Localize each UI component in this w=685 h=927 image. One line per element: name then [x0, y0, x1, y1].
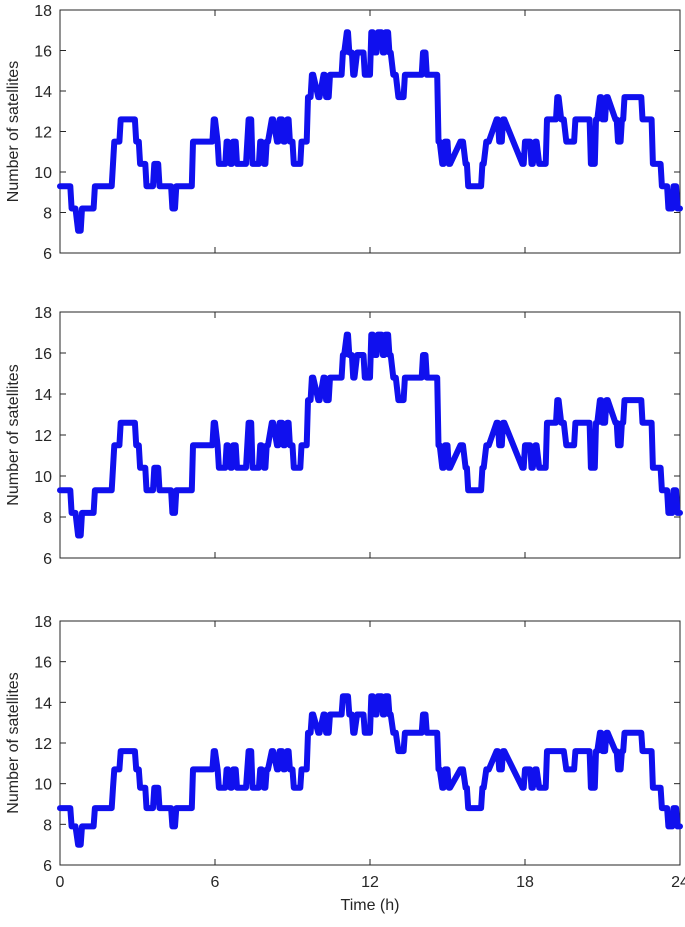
x-tick-label: 6 [211, 874, 220, 891]
y-axis-label: Number of satellites [5, 672, 22, 813]
y-tick-label: 10 [34, 165, 52, 182]
y-tick-label: 18 [34, 305, 52, 322]
y-tick-label: 16 [34, 346, 52, 363]
y-tick-label: 8 [43, 510, 52, 527]
y-tick-label: 6 [43, 858, 52, 875]
y-tick-label: 18 [34, 3, 52, 20]
plot-frame [59, 620, 681, 866]
y-tick-label: 12 [34, 428, 52, 445]
x-tick-label: 0 [56, 874, 65, 891]
y-tick-label: 10 [34, 777, 52, 794]
x-axis-label: Time (h) [341, 897, 400, 914]
y-tick-label: 18 [34, 614, 52, 631]
chart-panel-2: 6 8 10 12 14 16 18 Number of satellites [5, 305, 683, 568]
series-line-1 [57, 29, 683, 234]
y-tick-label: 6 [43, 246, 52, 263]
series-line-1 [57, 693, 683, 848]
x-tick-label: 24 [671, 874, 685, 891]
y-axis-label: Number of satellites [5, 61, 22, 202]
y-tick-label: 14 [34, 387, 52, 404]
y-tick-label: 16 [34, 44, 52, 61]
y-tick-label: 14 [34, 695, 52, 712]
series-line-1 [57, 331, 683, 539]
y-tick-label: 12 [34, 736, 52, 753]
y-tick-label: 12 [34, 125, 52, 142]
y-tick-label: 10 [34, 469, 52, 486]
y-axis-label: Number of satellites [5, 364, 22, 505]
chart-panel-1: 6 8 10 12 14 16 18 Number of satellites [5, 3, 683, 263]
x-tick-label: 18 [516, 874, 534, 891]
y-tick-label: 8 [43, 206, 52, 223]
y-tick-label: 14 [34, 84, 52, 101]
y-tick-label: 16 [34, 655, 52, 672]
y-tick-label: 6 [43, 551, 52, 568]
y-tick-label: 8 [43, 817, 52, 834]
x-tick-label: 12 [361, 874, 379, 891]
